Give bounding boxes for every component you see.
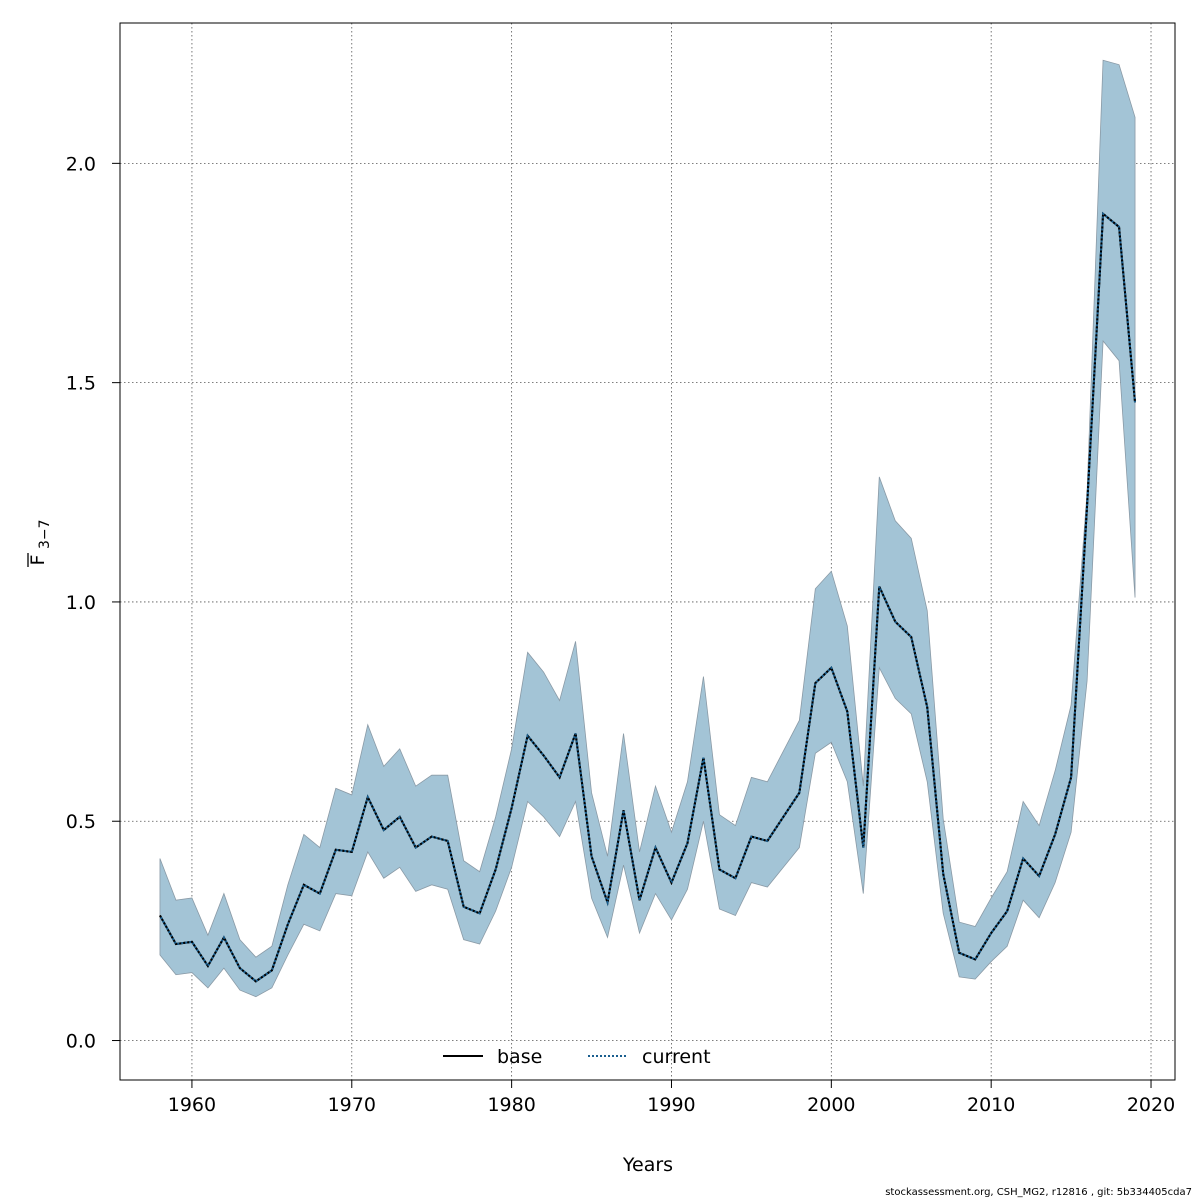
gridlines bbox=[120, 23, 1175, 1080]
footer-note: stockassessment.org, CSH_MG2, r12816 , g… bbox=[885, 1187, 1192, 1198]
x-tick-label: 1960 bbox=[168, 1094, 216, 1116]
x-axis-title: Years bbox=[622, 1154, 673, 1176]
y-axis-title-main: F bbox=[27, 555, 49, 566]
x-tick-label: 2000 bbox=[807, 1094, 855, 1116]
x-tick-label: 1990 bbox=[647, 1094, 695, 1116]
series-line-current-alt bbox=[159, 211, 1137, 983]
legend-label-base: base bbox=[497, 1046, 542, 1068]
y-axis-title: F 3−7 bbox=[27, 519, 53, 567]
x-tick-label: 1970 bbox=[328, 1094, 376, 1116]
legend-label-current: current bbox=[642, 1046, 711, 1068]
y-tick-label: 1.0 bbox=[66, 592, 96, 614]
legend: base current bbox=[443, 1046, 711, 1068]
plot-frame bbox=[119, 22, 1176, 1081]
y-axis-title-subscript: 3−7 bbox=[37, 519, 53, 549]
y-tick-label: 1.5 bbox=[66, 373, 96, 395]
series-lines bbox=[159, 211, 1137, 983]
x-tick-label: 2010 bbox=[967, 1094, 1015, 1116]
y-axis: 0.0 0.5 1.0 1.5 2.0 bbox=[66, 153, 120, 1053]
y-tick-label: 2.0 bbox=[66, 153, 96, 175]
y-tick-label: 0.0 bbox=[66, 1031, 96, 1053]
x-tick-label: 2020 bbox=[1127, 1094, 1175, 1116]
y-tick-label: 0.5 bbox=[66, 811, 96, 833]
x-tick-label: 1980 bbox=[487, 1094, 535, 1116]
confidence-band-area bbox=[159, 59, 1136, 998]
confidence-band bbox=[159, 59, 1136, 998]
x-axis: 1960 1970 1980 1990 2000 2010 2020 bbox=[168, 1080, 1175, 1116]
